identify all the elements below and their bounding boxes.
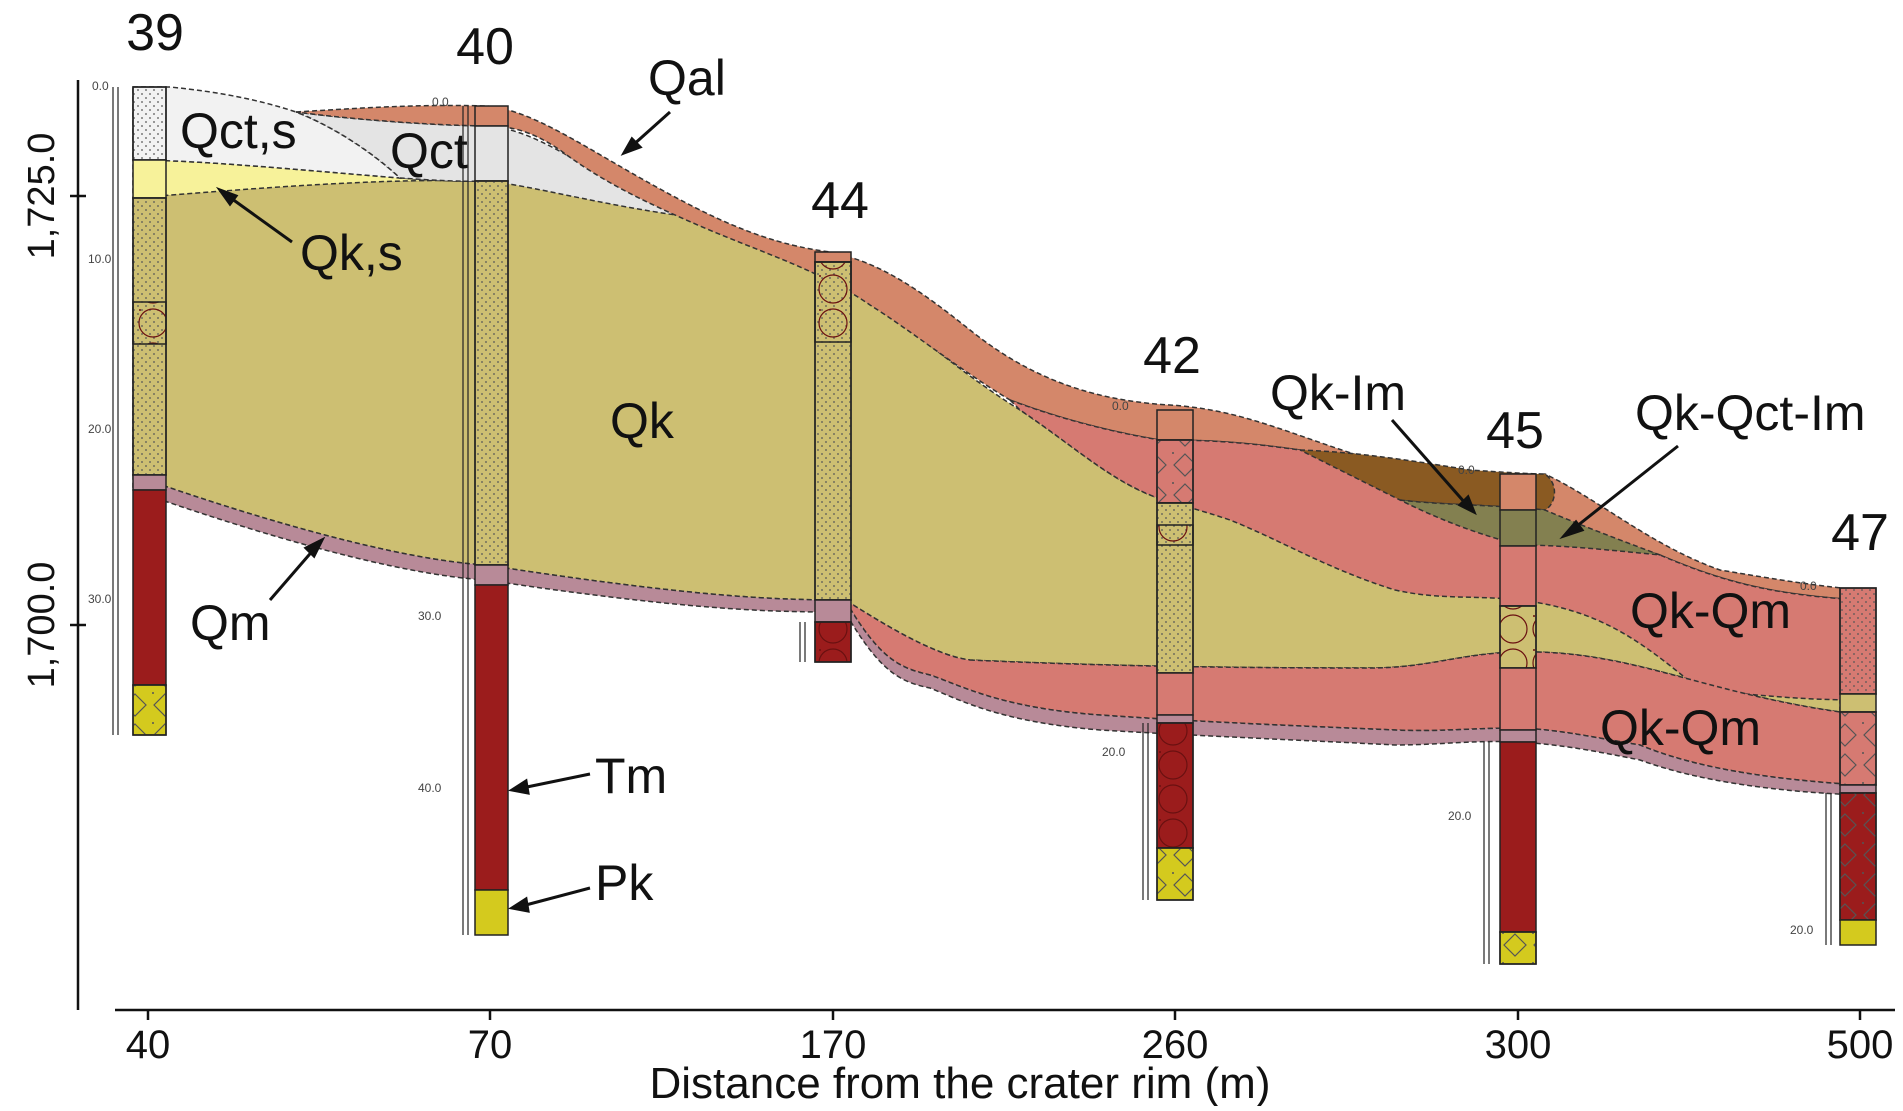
borehole-columns (132, 86, 1877, 965)
label-tm: Tm (595, 748, 667, 804)
axes (70, 80, 1895, 1020)
y-tick-1725: 1,725.0 (21, 133, 63, 260)
bh47-depth-0: 0.0 (1800, 579, 1817, 593)
arrow-qal (620, 110, 672, 156)
x-axis-label: Distance from the crater rim (m) (650, 1059, 1271, 1106)
label-qk-qm-upper: Qk-Qm (1630, 583, 1791, 639)
borehole-42-label: 42 (1143, 327, 1201, 385)
label-qk: Qk (610, 393, 675, 449)
layer-qk-im (1299, 449, 1556, 511)
borehole-44-label: 44 (811, 172, 869, 230)
bh47-depth-20: 20.0 (1790, 923, 1814, 937)
borehole-39-column (132, 86, 167, 736)
borehole-47-label: 47 (1831, 504, 1889, 562)
arrow-qk-qct-im (1559, 444, 1679, 540)
label-qk-qct-im: Qk-Qct-Im (1635, 385, 1866, 441)
bh39-depth-20: 20.0 (88, 422, 112, 436)
label-qct: Qct (390, 123, 468, 179)
x-axis-ticks: 40 70 170 260 300 500 (126, 1023, 1894, 1067)
layer-qal (295, 104, 1861, 601)
bh42-depth-0: 0.0 (1112, 399, 1129, 413)
borehole-42-column (1156, 409, 1194, 901)
x-tick-260: 260 (1142, 1023, 1209, 1067)
bh39-depth-30: 30.0 (88, 592, 112, 606)
x-tick-170: 170 (800, 1023, 867, 1067)
arrow-pk (508, 886, 591, 913)
bh39-depth-0: 0.0 (92, 79, 109, 93)
geologic-layers (132, 86, 1861, 796)
borehole-45-label: 45 (1486, 402, 1544, 460)
layer-qk-qm-upper (1009, 399, 1861, 701)
borehole-39-label: 39 (126, 4, 184, 62)
arrow-qm (268, 536, 326, 601)
bh40-depth-0: 0.0 (432, 95, 449, 109)
borehole-40-label: 40 (456, 18, 514, 76)
depth-rulers (112, 87, 1832, 964)
borehole-40-column (474, 105, 509, 936)
layer-qm (132, 473, 1861, 796)
unit-labels: Qal Qct,s Qct Qk,s Qk Qm Tm Pk Qk-Im Qk-… (180, 50, 1866, 911)
label-qct-s: Qct,s (180, 103, 297, 159)
y-axis-ticks: 1,725.0 1,700.0 (21, 133, 63, 689)
arrow-tm (508, 772, 591, 795)
label-qm: Qm (190, 595, 271, 651)
label-qk-qm-lower: Qk-Qm (1600, 700, 1761, 756)
arrow-qk-s (215, 186, 293, 244)
depth-tick-labels: 0.0 10.0 20.0 30.0 0.0 30.0 40.0 0.0 20.… (88, 79, 1817, 937)
bh42-depth-20: 20.0 (1102, 745, 1126, 759)
bh40-depth-40: 40.0 (418, 781, 442, 795)
borehole-45-column (1499, 473, 1537, 965)
borehole-47-column (1839, 587, 1877, 946)
borehole-labels: 39 40 44 42 45 47 (126, 4, 1889, 562)
borehole-44-column (814, 251, 852, 663)
bh39-depth-10: 10.0 (88, 252, 112, 266)
x-tick-40: 40 (126, 1023, 171, 1067)
bh40-depth-30: 30.0 (418, 609, 442, 623)
x-tick-300: 300 (1485, 1023, 1552, 1067)
y-tick-1700: 1,700.0 (21, 562, 63, 689)
bh45-depth-0: 0.0 (1458, 463, 1475, 477)
label-qk-s: Qk,s (300, 225, 403, 281)
x-tick-70: 70 (468, 1023, 513, 1067)
arrow-qk-im (1390, 419, 1477, 516)
label-qal: Qal (648, 50, 726, 106)
pointer-arrows (215, 110, 1679, 913)
label-qk-im: Qk-Im (1270, 365, 1406, 421)
label-pk: Pk (595, 855, 654, 911)
bh45-depth-20: 20.0 (1448, 809, 1472, 823)
x-tick-500: 500 (1827, 1023, 1894, 1067)
layer-qk-s (132, 159, 487, 199)
